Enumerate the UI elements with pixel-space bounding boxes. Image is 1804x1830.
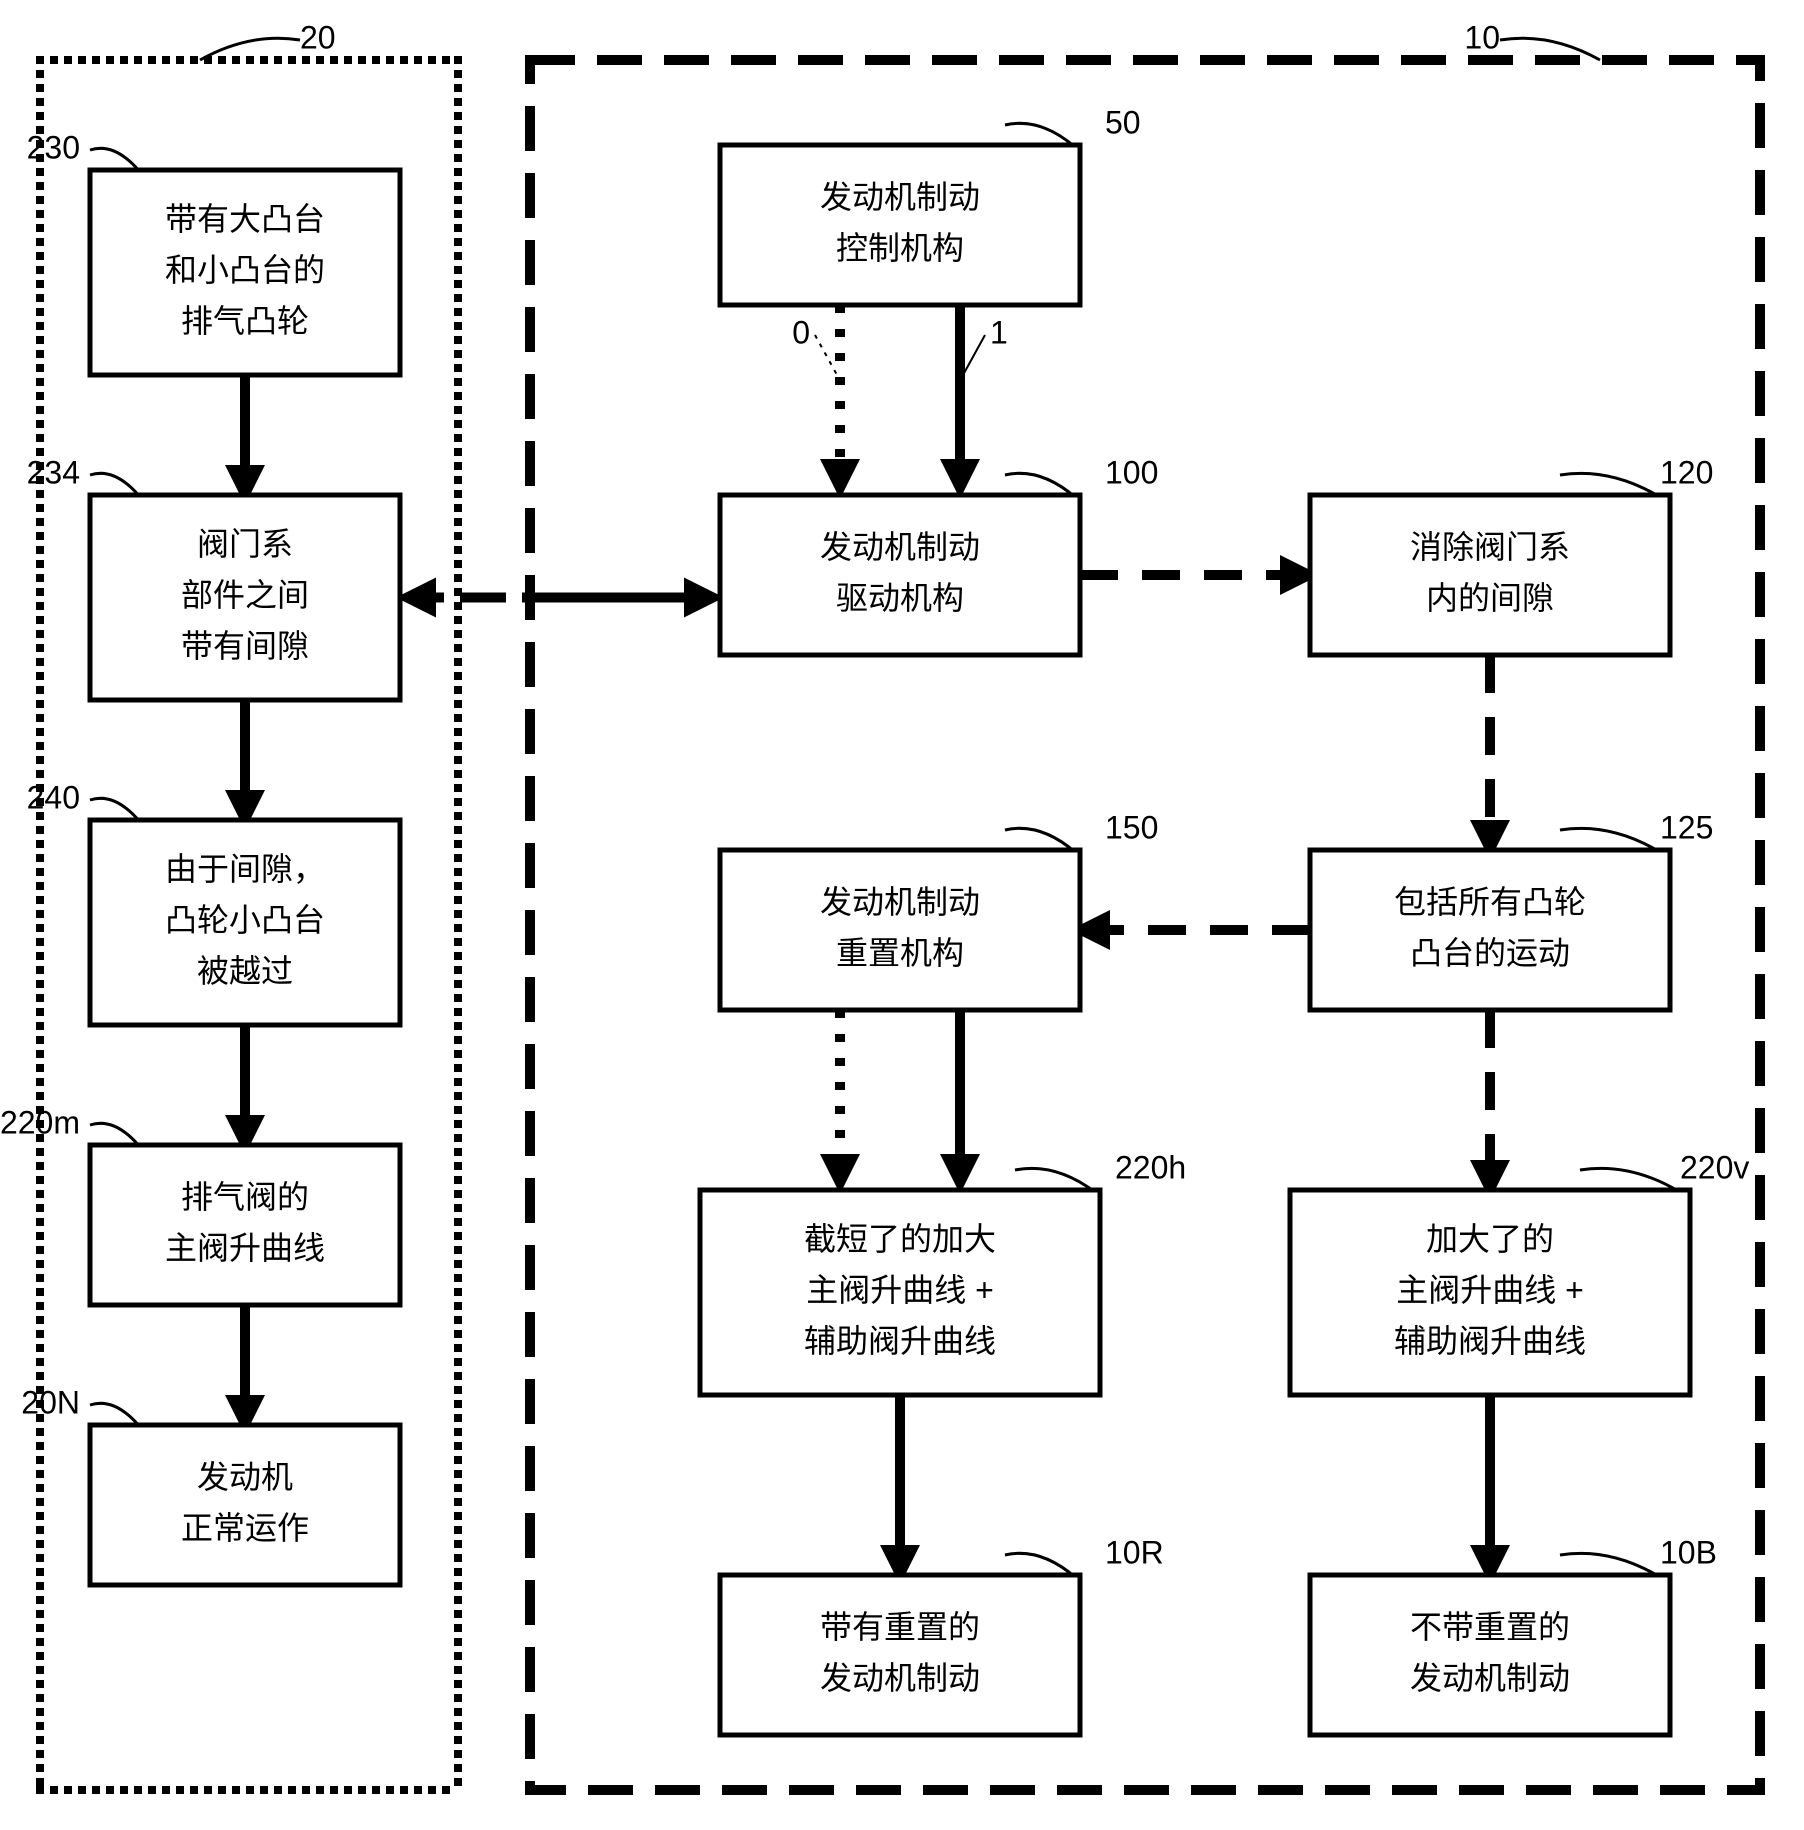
node-n125: 包括所有凸轮凸台的运动 — [1310, 850, 1670, 1010]
node-n120-line0: 消除阀门系 — [1410, 529, 1570, 565]
node-n100: 发动机制动驱动机构 — [720, 495, 1080, 655]
label-g10: 10 — [1464, 19, 1500, 55]
node-n10R-line1: 发动机制动 — [820, 1660, 980, 1696]
node-n234-line2: 带有间隙 — [181, 628, 309, 664]
label-n100: 100 — [1105, 454, 1158, 490]
label-g20: 20 — [300, 19, 336, 55]
node-n125-line1: 凸台的运动 — [1410, 935, 1570, 971]
node-n220h-line0: 截短了的加大 — [804, 1221, 996, 1257]
node-n100-line0: 发动机制动 — [820, 529, 980, 565]
node-n10R: 带有重置的发动机制动 — [720, 1575, 1080, 1735]
node-n20N: 发动机正常运作 — [90, 1425, 400, 1585]
node-n234-line1: 部件之间 — [181, 577, 309, 613]
node-n20N-line0: 发动机 — [197, 1459, 293, 1495]
node-n220h-line1: 主阀升曲线 + — [806, 1272, 994, 1308]
node-n150-line1: 重置机构 — [836, 935, 964, 971]
node-n240: 由于间隙， 凸轮小凸台被越过 — [90, 820, 400, 1025]
node-n220m-line1: 主阀升曲线 — [165, 1230, 325, 1266]
node-n240-line2: 被越过 — [197, 953, 293, 989]
node-n10B: 不带重置的发动机制动 — [1310, 1575, 1670, 1735]
label-n234: 234 — [27, 454, 80, 490]
split-label-0: 0 — [792, 314, 810, 350]
node-n125-line0: 包括所有凸轮 — [1394, 884, 1586, 920]
label-n20N: 20N — [21, 1384, 80, 1420]
node-n10B-line0: 不带重置的 — [1410, 1609, 1570, 1645]
node-n50-line1: 控制机构 — [836, 230, 964, 266]
node-n150-line0: 发动机制动 — [820, 884, 980, 920]
label-n10B: 10B — [1660, 1534, 1717, 1570]
node-n234-line0: 阀门系 — [197, 526, 293, 562]
label-n220v: 220v — [1680, 1149, 1749, 1185]
node-n120-line1: 内的间隙 — [1426, 580, 1554, 616]
node-n50: 发动机制动控制机构 — [720, 145, 1080, 305]
label-n125: 125 — [1660, 809, 1713, 845]
node-n100-line1: 驱动机构 — [836, 580, 964, 616]
node-n10B-line1: 发动机制动 — [1410, 1660, 1570, 1696]
node-n10R-line0: 带有重置的 — [820, 1609, 980, 1645]
node-n230-line1: 和小凸台的 — [165, 252, 325, 288]
flowchart-root: 2010230234240220m20N50100120150125220h22… — [0, 0, 1804, 1830]
label-n220h: 220h — [1115, 1149, 1186, 1185]
node-n220v-line1: 主阀升曲线 + — [1396, 1272, 1584, 1308]
node-n20N-line1: 正常运作 — [181, 1510, 309, 1546]
node-n240-line0: 由于间隙， — [165, 851, 325, 887]
node-n220h: 截短了的加大主阀升曲线 + 辅助阀升曲线 — [700, 1190, 1100, 1395]
label-n220m: 220m — [0, 1104, 80, 1140]
node-n220v-line0: 加大了的 — [1426, 1221, 1554, 1257]
label-n50: 50 — [1105, 104, 1141, 140]
node-n50-line0: 发动机制动 — [820, 179, 980, 215]
node-n220v: 加大了的主阀升曲线 + 辅助阀升曲线 — [1290, 1190, 1690, 1395]
label-n150: 150 — [1105, 809, 1158, 845]
node-n240-line1: 凸轮小凸台 — [165, 902, 325, 938]
node-n220m-line0: 排气阀的 — [181, 1179, 309, 1215]
label-n230: 230 — [27, 129, 80, 165]
label-n10R: 10R — [1105, 1534, 1164, 1570]
label-n120: 120 — [1660, 454, 1713, 490]
node-n230: 带有大凸台和小凸台的排气凸轮 — [90, 170, 400, 375]
node-n150: 发动机制动重置机构 — [720, 850, 1080, 1010]
node-n230-line2: 排气凸轮 — [181, 303, 309, 339]
node-n220h-line2: 辅助阀升曲线 — [804, 1323, 996, 1359]
node-n220v-line2: 辅助阀升曲线 — [1394, 1323, 1586, 1359]
node-n234: 阀门系部件之间带有间隙 — [90, 495, 400, 700]
node-n230-line0: 带有大凸台 — [165, 201, 325, 237]
split-label-1: 1 — [990, 314, 1008, 350]
node-n120: 消除阀门系内的间隙 — [1310, 495, 1670, 655]
label-n240: 240 — [27, 779, 80, 815]
node-n220m: 排气阀的主阀升曲线 — [90, 1145, 400, 1305]
